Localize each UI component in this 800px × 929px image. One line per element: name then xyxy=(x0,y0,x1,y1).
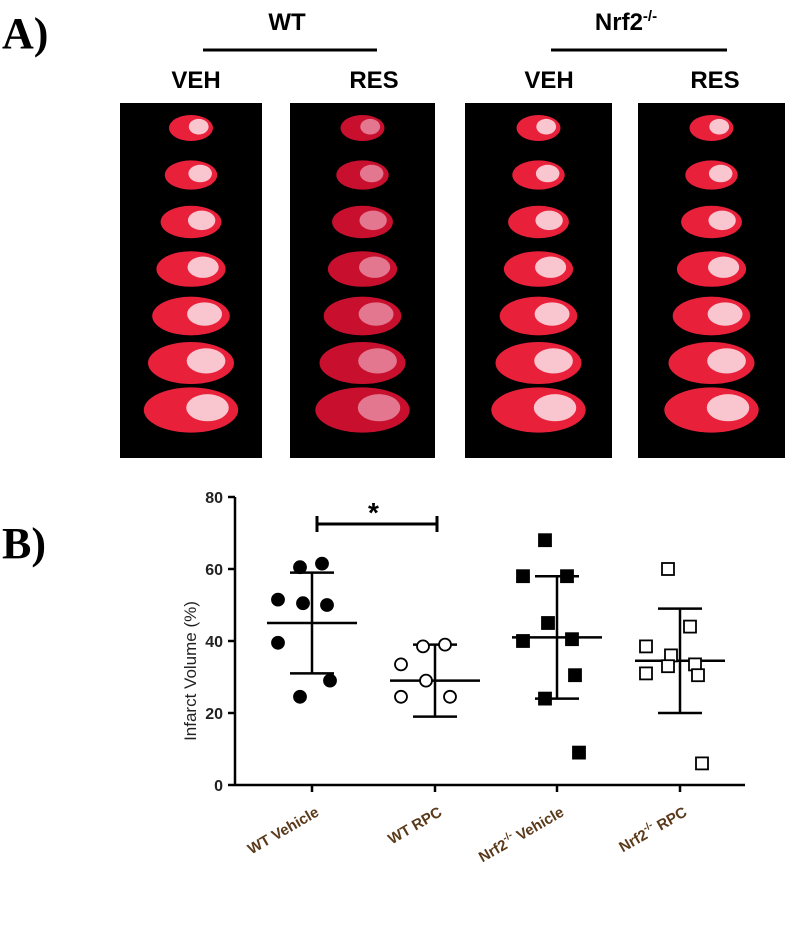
slice-infarct xyxy=(708,164,733,183)
point xyxy=(320,598,334,612)
slice-infarct xyxy=(535,210,563,231)
slice-infarct xyxy=(357,394,401,422)
slice-infarct xyxy=(706,394,750,422)
point xyxy=(683,619,697,634)
slice-infarct xyxy=(186,348,226,374)
point xyxy=(538,533,552,548)
panel-label: B) xyxy=(2,519,46,568)
slice-infarct xyxy=(535,256,567,278)
panel-label: A) xyxy=(2,9,48,58)
group-label-base: Nrf2 xyxy=(595,9,643,36)
slice-infarct xyxy=(187,256,219,278)
point xyxy=(572,745,586,760)
slice-infarct xyxy=(708,210,736,231)
x-tick-label-rest: RPC xyxy=(650,804,690,837)
point xyxy=(315,556,329,571)
slice-infarct xyxy=(187,210,216,231)
slice-infarct xyxy=(359,164,384,183)
slice-infarct xyxy=(534,348,573,374)
slice-infarct xyxy=(359,210,387,231)
point xyxy=(538,691,552,706)
x-tick-label-text: WT RPC xyxy=(385,804,445,848)
point xyxy=(394,689,408,704)
point xyxy=(416,639,430,654)
point xyxy=(296,596,310,611)
condition-label: VEH xyxy=(524,67,573,94)
condition-label: VEH xyxy=(171,67,220,94)
condition-label: RES xyxy=(690,67,739,94)
slice-infarct xyxy=(707,348,746,374)
slice-infarct xyxy=(708,256,740,278)
slice-infarct xyxy=(533,394,577,422)
x-tick-label-text: WT Vehicle xyxy=(245,804,322,858)
x-tick-label-rest: Vehicle xyxy=(510,804,567,847)
slice-infarct xyxy=(535,164,560,183)
condition-label: RES xyxy=(349,67,398,94)
slice-infarct xyxy=(707,302,743,326)
point xyxy=(438,637,452,652)
x-tick-label: WT RPC xyxy=(385,804,445,848)
slice-infarct xyxy=(536,118,557,135)
point xyxy=(639,666,653,681)
slice-infarct xyxy=(186,394,229,422)
point xyxy=(271,635,285,650)
slice-infarct xyxy=(709,118,730,135)
point xyxy=(541,616,555,630)
point xyxy=(695,756,709,771)
group-label: WT xyxy=(268,9,306,36)
significance-label: * xyxy=(368,497,379,528)
point xyxy=(661,659,675,674)
x-tick-label: WT Vehicle xyxy=(245,804,322,858)
slice-infarct xyxy=(534,302,570,326)
slice-infarct xyxy=(187,302,223,326)
point xyxy=(560,569,574,584)
point xyxy=(691,668,705,683)
point xyxy=(443,689,457,704)
slice-infarct xyxy=(360,118,381,135)
point xyxy=(271,592,285,607)
x-tick-label: Nrf2-/- Vehicle xyxy=(475,802,567,866)
plot: 0 20 40 60 80 Infarct Volume (%) WT Vehicle WT … xyxy=(181,490,745,866)
point xyxy=(568,668,582,683)
y-axis-label: Infarct Volume (%) xyxy=(181,601,200,741)
slice-infarct xyxy=(359,256,391,278)
point xyxy=(639,639,653,654)
point xyxy=(323,673,337,688)
point xyxy=(661,562,675,576)
group-label: Nrf2-/- xyxy=(595,8,657,36)
y-tick-label: 80 xyxy=(205,490,223,507)
point xyxy=(516,634,530,648)
x-tick-label: Nrf2-/- RPC xyxy=(615,802,690,856)
group-label-sup: -/- xyxy=(643,8,657,25)
point xyxy=(516,569,530,584)
slice-infarct xyxy=(188,164,212,183)
point xyxy=(394,657,408,672)
y-tick-label: 0 xyxy=(214,778,223,795)
y-tick-label: 60 xyxy=(205,562,223,579)
brain-slices xyxy=(120,103,785,458)
point xyxy=(293,689,307,704)
slice-infarct xyxy=(188,118,209,135)
y-tick-label: 20 xyxy=(205,706,223,723)
point xyxy=(419,673,433,688)
point xyxy=(565,632,579,647)
slice-infarct xyxy=(358,302,394,326)
point xyxy=(293,560,307,575)
slice-infarct xyxy=(358,348,397,374)
y-tick-label: 40 xyxy=(205,634,223,651)
